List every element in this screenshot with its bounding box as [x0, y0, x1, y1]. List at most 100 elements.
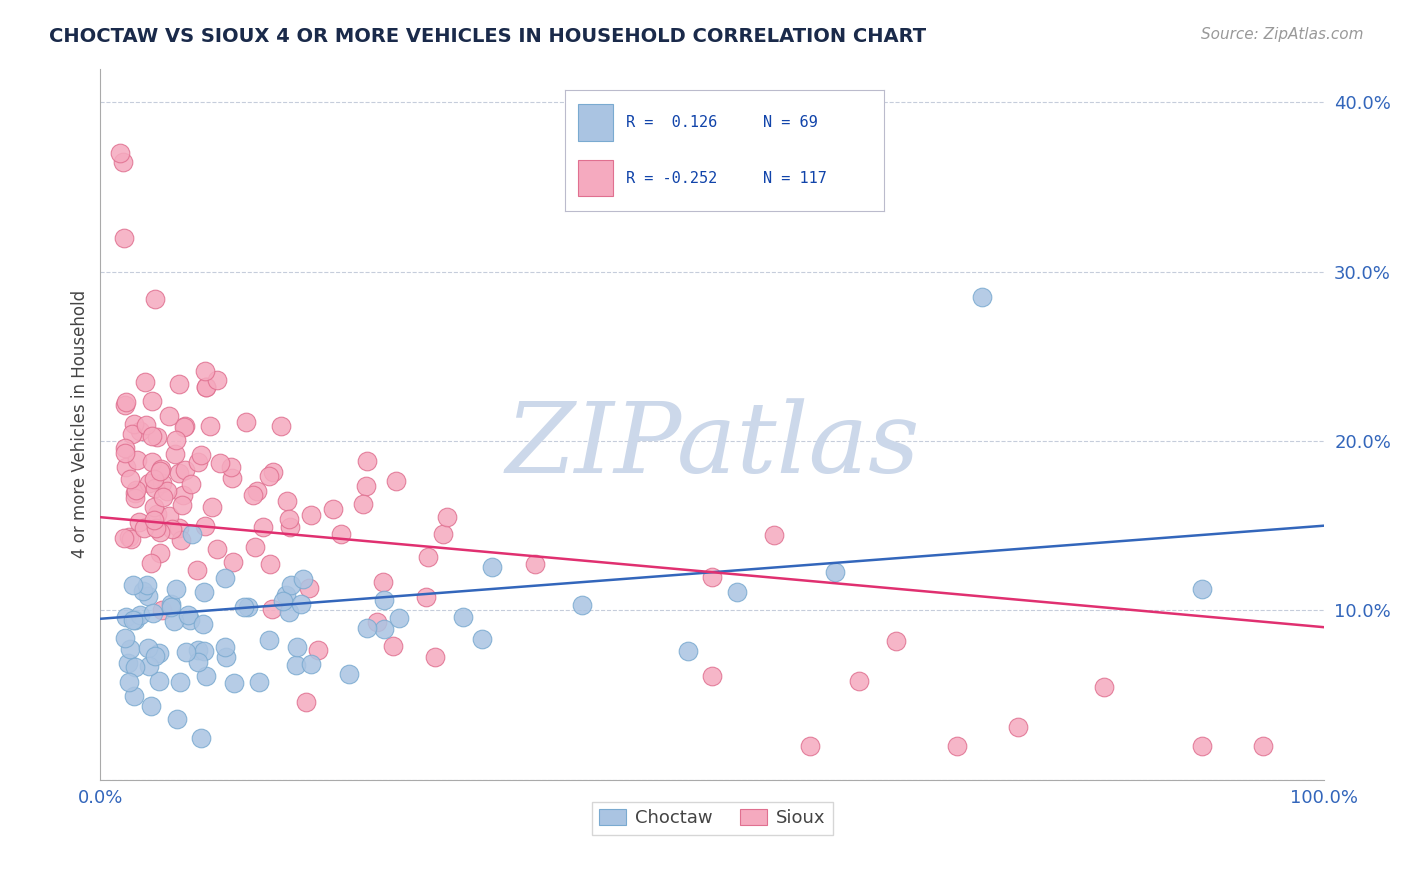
Point — [219, 460, 242, 475]
Point — [122, 417, 145, 431]
Point — [136, 589, 159, 603]
Point — [174, 418, 197, 433]
Point — [129, 607, 152, 622]
Point — [198, 419, 221, 434]
Point — [270, 419, 292, 434]
Point — [146, 508, 169, 522]
Point — [1007, 721, 1029, 735]
Point — [167, 521, 190, 535]
Point — [124, 491, 146, 505]
Point — [242, 487, 264, 501]
Point — [195, 669, 218, 683]
Point — [271, 594, 294, 608]
Point — [1251, 739, 1274, 753]
Point — [108, 146, 131, 161]
Point — [194, 380, 217, 394]
Point — [128, 516, 150, 530]
Point — [139, 698, 162, 713]
Point — [523, 558, 546, 572]
Point — [150, 476, 173, 491]
Point — [824, 565, 846, 579]
Point — [187, 643, 209, 657]
Point — [481, 559, 503, 574]
Point — [162, 522, 184, 536]
Point — [114, 631, 136, 645]
Point — [201, 500, 224, 514]
Point — [337, 667, 360, 681]
Point — [141, 455, 163, 469]
Point — [112, 231, 135, 245]
Point — [163, 614, 186, 628]
Point — [187, 455, 209, 469]
Point — [702, 570, 724, 584]
Point — [111, 154, 134, 169]
Legend: Choctaw, Sioux: Choctaw, Sioux — [592, 802, 832, 835]
Point — [215, 649, 238, 664]
Point — [356, 454, 378, 468]
Point — [1191, 739, 1213, 753]
Text: CHOCTAW VS SIOUX 4 OR MORE VEHICLES IN HOUSEHOLD CORRELATION CHART: CHOCTAW VS SIOUX 4 OR MORE VEHICLES IN H… — [49, 27, 927, 45]
Point — [121, 613, 143, 627]
Point — [193, 643, 215, 657]
Point — [160, 597, 183, 611]
Point — [262, 465, 284, 479]
Point — [179, 613, 201, 627]
Point — [129, 424, 152, 438]
Point — [280, 577, 302, 591]
Text: Source: ZipAtlas.com: Source: ZipAtlas.com — [1201, 27, 1364, 42]
Point — [1191, 582, 1213, 597]
Point — [121, 426, 143, 441]
Point — [451, 610, 474, 624]
Point — [276, 493, 298, 508]
Point — [799, 739, 821, 753]
Point — [247, 674, 270, 689]
Point — [194, 364, 217, 378]
Point — [418, 549, 440, 564]
Point — [170, 498, 193, 512]
Point — [260, 602, 283, 616]
Point — [148, 674, 170, 689]
Point — [115, 395, 138, 409]
Point — [148, 546, 170, 560]
Point — [124, 485, 146, 500]
Point — [142, 513, 165, 527]
Point — [354, 479, 377, 493]
Point — [301, 657, 323, 671]
Point — [233, 599, 256, 614]
Point — [136, 641, 159, 656]
Point — [214, 571, 236, 585]
Point — [208, 456, 231, 470]
Point — [114, 398, 136, 412]
Point — [167, 377, 190, 392]
Point — [970, 290, 993, 304]
Point — [114, 610, 136, 624]
Point — [415, 591, 437, 605]
Point — [166, 713, 188, 727]
Point — [356, 621, 378, 635]
Point — [180, 476, 202, 491]
Point — [471, 632, 494, 646]
Point — [432, 527, 454, 541]
Point — [120, 472, 142, 486]
Point — [142, 500, 165, 515]
Point — [676, 644, 699, 658]
Point — [352, 497, 374, 511]
Point — [125, 483, 148, 498]
Point — [290, 597, 312, 611]
Point — [124, 689, 146, 703]
Point — [124, 659, 146, 673]
Point — [762, 528, 785, 542]
Point — [125, 453, 148, 467]
Point — [190, 731, 212, 745]
Point — [187, 655, 209, 669]
Point — [236, 600, 259, 615]
Point — [285, 640, 308, 654]
Point — [205, 373, 228, 387]
Point — [946, 739, 969, 753]
Point — [167, 466, 190, 480]
Point — [118, 674, 141, 689]
Point — [150, 461, 173, 475]
Point — [382, 639, 405, 653]
Point — [176, 645, 198, 659]
Point — [142, 606, 165, 620]
